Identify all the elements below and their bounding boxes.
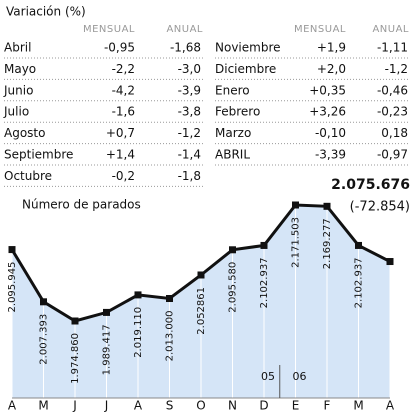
value-label: 2.102.937 bbox=[259, 257, 270, 308]
row-label: Junio bbox=[3, 83, 33, 97]
value-label: 2.169.277 bbox=[322, 218, 333, 269]
point bbox=[40, 298, 47, 306]
value-label: 2.095.945 bbox=[7, 262, 18, 313]
value-label: 2.013.000 bbox=[165, 311, 176, 362]
row-label: Enero bbox=[215, 83, 250, 97]
x-tick-label: J bbox=[104, 399, 109, 413]
header: ANUAL bbox=[166, 24, 203, 35]
value-label: 1.974.860 bbox=[70, 333, 81, 384]
cell: -3,9 bbox=[178, 83, 201, 97]
year-label: 06 bbox=[293, 370, 307, 383]
value-label: 2.095.580 bbox=[228, 262, 239, 313]
chart-title: Número de parados bbox=[22, 198, 141, 212]
value-label: 2.171.503 bbox=[291, 217, 302, 268]
cell: -0,46 bbox=[377, 83, 408, 97]
x-tick-label: S bbox=[166, 399, 174, 413]
cell: -0,97 bbox=[377, 148, 408, 162]
cell: -3,39 bbox=[315, 148, 346, 162]
cell: -0,2 bbox=[112, 169, 135, 183]
cell: -1,68 bbox=[170, 41, 201, 55]
point bbox=[8, 246, 16, 254]
row-label: Febrero bbox=[215, 105, 260, 119]
value-label: 2.019.110 bbox=[133, 307, 144, 358]
header: MENSUAL bbox=[83, 24, 135, 35]
cell: -1,8 bbox=[178, 169, 201, 183]
cell: -1,11 bbox=[377, 41, 408, 55]
cell: -0,10 bbox=[315, 126, 346, 140]
annotation: (-72.854) bbox=[350, 200, 410, 215]
last-value: 2.075.676 bbox=[331, 177, 410, 193]
row-label: Agosto bbox=[4, 126, 45, 140]
x-tick-label: A bbox=[134, 399, 143, 413]
point bbox=[260, 241, 268, 249]
value-label: 2.007.393 bbox=[39, 314, 50, 365]
row-label: Octubre bbox=[4, 169, 52, 183]
row-label: Abril bbox=[4, 41, 31, 55]
header: MENSUAL bbox=[294, 24, 346, 35]
cell: +3,26 bbox=[309, 105, 346, 119]
cell: -0,95 bbox=[104, 41, 135, 55]
point bbox=[166, 295, 173, 303]
row-label: Noviembre bbox=[215, 41, 281, 55]
row-label: Marzo bbox=[215, 126, 251, 140]
x-tick-label: F bbox=[324, 399, 331, 413]
header: ANUAL bbox=[372, 24, 409, 35]
point bbox=[323, 202, 331, 210]
cell: -3,8 bbox=[178, 105, 201, 119]
point bbox=[229, 246, 236, 254]
x-tick-label: E bbox=[292, 399, 300, 413]
x-tick-label: J bbox=[72, 399, 77, 413]
point bbox=[197, 271, 205, 279]
year-label: 05 bbox=[261, 370, 275, 383]
x-tick-label: M bbox=[353, 399, 363, 413]
point bbox=[134, 291, 142, 299]
point bbox=[71, 317, 79, 325]
point bbox=[386, 258, 394, 266]
x-tick-label: D bbox=[259, 399, 268, 413]
cell: -2,2 bbox=[112, 62, 135, 76]
row-label: Septiembre bbox=[4, 148, 73, 162]
x-tick-label: A bbox=[8, 399, 17, 413]
cell: +1,9 bbox=[317, 41, 346, 55]
cell: -0,23 bbox=[377, 105, 408, 119]
row-label: Diciembre bbox=[215, 62, 276, 76]
cell: +1,4 bbox=[106, 148, 135, 162]
cell: -1,2 bbox=[178, 126, 201, 140]
row-label: ABRIL bbox=[215, 148, 250, 162]
cell: -1,4 bbox=[178, 148, 201, 162]
value-label: 2.052861 bbox=[196, 287, 207, 335]
point bbox=[355, 241, 362, 249]
x-tick-label: O bbox=[196, 399, 205, 413]
cell: +0,35 bbox=[309, 83, 346, 97]
x-tick-label: A bbox=[386, 399, 395, 413]
cell: +0,7 bbox=[106, 126, 135, 140]
value-label: 1.989.417 bbox=[102, 324, 113, 375]
row-label: Mayo bbox=[4, 62, 36, 76]
x-tick-label: N bbox=[228, 399, 237, 413]
row-label: Julio bbox=[3, 105, 29, 119]
cell: -3,0 bbox=[178, 62, 201, 76]
cell: -1,2 bbox=[385, 62, 408, 76]
cell: 0,18 bbox=[381, 126, 408, 140]
point bbox=[103, 308, 110, 316]
cell: +2,0 bbox=[317, 62, 346, 76]
cell: -1,6 bbox=[112, 105, 135, 119]
value-label: 2.102.937 bbox=[354, 257, 365, 308]
cell: -4,2 bbox=[112, 83, 135, 97]
x-tick-label: M bbox=[38, 399, 48, 413]
point bbox=[292, 201, 299, 209]
table-title: Variación (%) bbox=[6, 5, 86, 19]
